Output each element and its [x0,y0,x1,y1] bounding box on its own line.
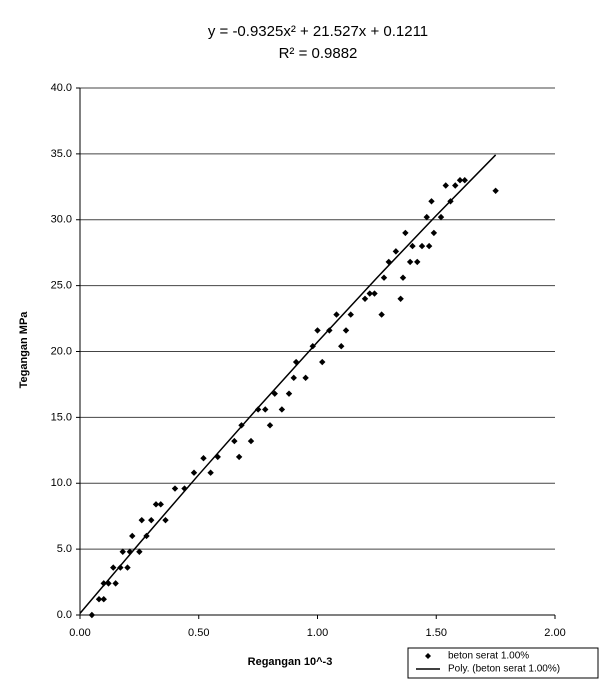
scatter-point [456,177,464,184]
scatter-point [430,229,438,237]
scatter-point [190,469,198,476]
scatter-point [129,532,136,540]
y-tick-label: 20.0 [51,345,72,357]
scatter-point [338,343,345,350]
scatter-point [347,311,354,318]
scatter-point [285,390,293,397]
scatter-point [397,295,404,302]
scatter-point [266,422,274,429]
y-tick-label: 15.0 [51,411,72,423]
scatter-point [409,242,416,250]
scatter-point [302,374,309,382]
scatter-point [100,595,107,603]
scatter-point [423,213,430,221]
scatter-point [171,485,179,492]
y-tick-label: 25.0 [51,280,72,292]
scatter-point [378,311,385,318]
y-tick-label: 0.0 [57,609,72,621]
scatter-point [247,437,255,445]
x-axis-label: Regangan 10^-3 [248,656,333,668]
scatter-point [437,213,445,221]
scatter-point [254,406,262,413]
scatter-point [235,453,243,461]
scatter-point [100,580,107,587]
scatter-point [319,358,326,366]
chart-subtitle: R² = 0.9882 [279,45,358,62]
scatter-point [428,198,435,205]
scatter-point [148,516,155,524]
scatter-point [138,516,145,524]
chart-title: y = -0.9325x² + 21.527x + 0.1211 [208,23,428,40]
y-tick-label: 10.0 [51,477,72,489]
scatter-point [402,229,409,237]
scatter-point [371,290,378,297]
scatter-point [461,177,468,184]
legend-box [407,647,599,679]
scatter-point [452,182,459,189]
scatter-point [231,437,238,445]
scatter-point [119,548,126,555]
scatter-point [181,485,188,492]
x-tick-label: 0.50 [188,627,209,639]
y-tick-label: 30.0 [51,214,72,226]
scatter-point [200,455,207,462]
y-axis-label: Tegangan MPa [18,311,30,389]
scatter-point [124,564,131,571]
scatter-point [326,327,333,334]
x-tick-label: 2.00 [544,627,565,639]
scatter-point [392,248,400,255]
legend-label: Poly. (beton serat 1.00%) [448,664,560,675]
scatter-point [366,290,373,297]
scatter-point [110,564,117,571]
scatter-point [136,548,143,555]
trend-line [79,154,497,614]
scatter-point [442,182,449,189]
scatter-point [117,564,124,571]
scatter-point [152,501,160,508]
scatter-point [425,242,433,250]
scatter-point [361,295,369,302]
scatter-point [399,274,407,281]
legend-label: beton serat 1.00% [448,651,529,662]
scatter-point [380,274,388,281]
scatter-point [418,242,426,250]
x-tick-label: 0.00 [69,627,90,639]
scatter-point [88,611,96,619]
scatter-point [162,516,169,524]
y-tick-label: 5.0 [57,543,72,555]
legend-marker [425,653,431,659]
scatter-point [414,258,421,266]
scatter-point [314,327,321,334]
scatter-point [157,501,164,508]
scatter-point [342,327,350,334]
scatter-point [333,311,340,318]
scatter-point [492,187,499,194]
scatter-point [406,258,414,266]
x-tick-label: 1.50 [426,627,447,639]
scatter-point [278,406,286,413]
scatter-point [290,374,297,382]
scatter-point [95,595,103,603]
x-tick-label: 1.00 [307,627,328,639]
scatter-point [207,469,214,476]
scatter-point [112,580,119,587]
y-tick-label: 40.0 [51,82,72,94]
y-tick-label: 35.0 [51,148,72,160]
scatter-point [262,406,269,413]
